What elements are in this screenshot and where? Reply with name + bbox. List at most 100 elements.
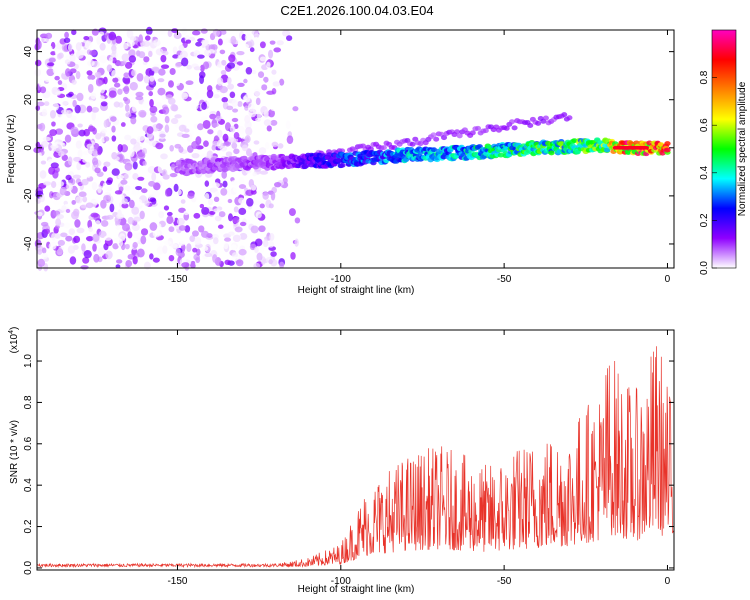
noise-cell: [148, 158, 156, 164]
band-cell: [210, 157, 217, 163]
noise-cell: [170, 117, 179, 125]
noise-cell: [97, 186, 102, 194]
noise-cell: [221, 170, 228, 179]
branch-cell: [475, 125, 481, 131]
noise-cell: [75, 71, 81, 80]
noise-cell: [74, 104, 81, 114]
noise-cell: [87, 83, 94, 93]
noise-cell: [233, 148, 240, 155]
noise-cell: [148, 90, 154, 97]
noise-cell: [232, 217, 240, 224]
band-cell: [200, 169, 207, 175]
noise-cell: [228, 54, 236, 63]
noise-cell: [85, 235, 94, 242]
colorbar-frame: [711, 29, 737, 269]
noise-cell: [163, 240, 172, 246]
noise-cell: [113, 82, 121, 88]
noise-cell: [267, 241, 275, 248]
noise-cell: [74, 63, 79, 70]
noise-cell: [158, 68, 166, 76]
noise-cell: [237, 82, 245, 87]
noise-cell: [35, 59, 42, 67]
noise-cell: [149, 222, 158, 231]
noise-cell: [102, 261, 109, 267]
noise-cell: [229, 91, 236, 99]
snr-background: [37, 330, 674, 570]
noise-cell: [72, 174, 82, 179]
noise-cell: [157, 194, 164, 200]
noise-cell: [108, 90, 117, 98]
noise-cell: [238, 197, 245, 204]
noise-cell: [48, 57, 56, 63]
noise-cell: [217, 61, 222, 68]
noise-cell: [243, 93, 251, 103]
noise-cell: [128, 199, 135, 209]
noise-cell: [103, 161, 111, 167]
snr-x-label: Height of straight line (km): [298, 584, 415, 595]
noise-cell: [124, 162, 133, 171]
noise-cell: [168, 80, 174, 88]
noise-cell: [161, 169, 168, 178]
y-tick-label: 0: [23, 145, 34, 151]
noise-cell: [131, 69, 137, 77]
noise-cell: [87, 74, 96, 81]
noise-cell: [224, 259, 231, 266]
noise-cell: [221, 59, 227, 66]
noise-cell: [294, 238, 299, 247]
noise-cell: [50, 51, 56, 56]
noise-cell: [192, 247, 198, 253]
noise-cell: [207, 85, 213, 93]
noise-cell: [244, 135, 251, 144]
noise-cell: [158, 211, 165, 219]
noise-cell: [263, 76, 269, 83]
noise-cell: [77, 123, 83, 128]
noise-cell: [167, 29, 173, 38]
noise-cell: [82, 158, 88, 163]
noise-cell: [266, 61, 271, 69]
noise-cell: [233, 185, 239, 193]
branch-cell: [454, 129, 461, 135]
noise-cell: [76, 92, 84, 102]
noise-cell: [269, 232, 275, 241]
noise-cell: [95, 220, 101, 228]
noise-cell: [94, 167, 101, 174]
y-tick-label: -40: [23, 236, 34, 251]
noise-cell: [228, 231, 235, 236]
noise-cell: [268, 49, 274, 59]
noise-cell: [123, 78, 131, 85]
noise-cell: [194, 90, 199, 100]
noise-cell: [112, 243, 119, 250]
noise-cell: [75, 42, 82, 52]
noise-cell: [245, 126, 253, 136]
noise-cell: [81, 243, 86, 252]
noise-cell: [192, 30, 201, 36]
noise-cell: [94, 71, 102, 78]
noise-cell: [69, 256, 77, 265]
noise-cell: [73, 208, 80, 217]
noise-cell: [83, 250, 92, 259]
y-tick-label: 0.2: [23, 519, 34, 533]
noise-cell: [60, 232, 68, 238]
noise-cell: [140, 228, 149, 236]
colorbar-tick-label: 0.2: [699, 213, 710, 227]
noise-cell: [129, 81, 138, 91]
noise-cell: [36, 40, 42, 50]
noise-cell: [286, 35, 293, 41]
noise-cell: [117, 143, 123, 153]
noise-cell: [111, 69, 117, 79]
noise-cell: [231, 180, 238, 186]
x-tick-label: -50: [497, 576, 512, 587]
noise-cell: [50, 162, 59, 169]
noise-cell: [194, 236, 202, 246]
noise-cell: [224, 122, 231, 132]
noise-cell: [256, 111, 262, 120]
noise-cell: [126, 39, 135, 47]
noise-cell: [132, 173, 139, 180]
noise-cell: [255, 97, 261, 106]
noise-cell: [126, 29, 134, 39]
noise-cell: [141, 188, 148, 194]
noise-cell: [231, 99, 238, 107]
noise-cell: [65, 174, 72, 181]
noise-cell: [171, 104, 179, 112]
noise-cell: [151, 172, 157, 182]
